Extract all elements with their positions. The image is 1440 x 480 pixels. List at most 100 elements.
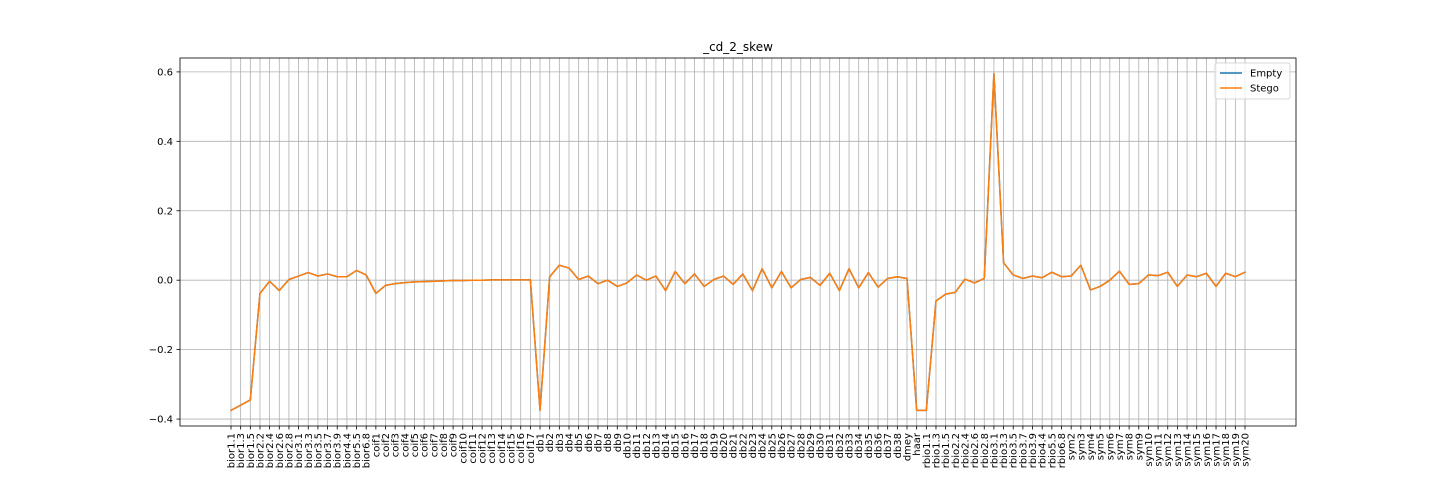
legend: Empty Stego — [1214, 62, 1291, 100]
x-tick-label: coif4 — [400, 433, 411, 457]
x-tick-label: haar — [912, 432, 923, 456]
y-tick-label: 0.2 — [157, 206, 173, 217]
legend-label-stego: Stego — [1250, 84, 1279, 95]
x-tick-label: db26 — [777, 433, 788, 458]
x-tick-label: rbio3.3 — [999, 433, 1010, 468]
x-tick-label: db19 — [709, 433, 720, 458]
x-tick-label: sym2 — [1067, 433, 1078, 460]
x-tick-label: db12 — [642, 433, 653, 458]
y-tick-label: −0.4 — [149, 415, 173, 426]
x-tick-label: db27 — [787, 433, 798, 458]
x-tick-label: rbio1.3 — [931, 433, 942, 468]
x-tick-label: db13 — [651, 433, 662, 458]
grid — [180, 58, 1296, 426]
x-tick-label: bior3.7 — [323, 433, 334, 468]
x-tick-label: db18 — [700, 433, 711, 458]
x-tick-label: sym10 — [1144, 433, 1155, 467]
y-tick-label: −0.2 — [149, 345, 173, 356]
x-tick-label: coif9 — [449, 433, 460, 457]
x-tick-label: coif11 — [468, 433, 479, 464]
x-tick-label: db25 — [767, 433, 778, 458]
x-tick-label: sym16 — [1202, 433, 1213, 467]
x-tick-label: db21 — [729, 433, 740, 458]
y-axis: −0.4 −0.2 0.0 0.2 0.4 0.6 — [149, 67, 180, 426]
x-tick-label: coif1 — [371, 433, 382, 457]
x-tick-label: db23 — [748, 433, 759, 458]
x-tick-label: coif12 — [478, 433, 489, 464]
x-tick-label: sym20 — [1241, 433, 1252, 467]
x-tick-label: coif8 — [439, 433, 450, 457]
x-tick-label: db22 — [738, 433, 749, 458]
x-tick-label: db4 — [565, 433, 576, 452]
x-tick-label: db35 — [864, 433, 875, 458]
legend-box — [1214, 62, 1291, 100]
x-tick-label: coif17 — [526, 433, 537, 464]
x-tick-label: rbio3.5 — [1009, 433, 1020, 468]
x-tick-label: db16 — [680, 433, 691, 458]
x-tick-label: db8 — [603, 433, 614, 452]
x-tick-label: sym5 — [1096, 433, 1107, 460]
x-tick-label: rbio1.1 — [922, 433, 933, 468]
x-tick-label: db11 — [632, 433, 643, 458]
x-tick-label: sym4 — [1086, 433, 1097, 460]
x-tick-label: bior2.4 — [265, 433, 276, 468]
x-tick-label: coif2 — [381, 433, 392, 457]
series-lines — [229, 72, 1246, 412]
x-tick-label: db33 — [845, 433, 856, 458]
x-tick-label: rbio1.5 — [941, 433, 952, 468]
x-tick-label: rbio3.1 — [989, 433, 1000, 468]
x-tick-label: sym6 — [1105, 433, 1116, 460]
x-tick-label: sym11 — [1154, 433, 1165, 467]
x-tick-label: sym17 — [1212, 433, 1223, 467]
x-tick-label: dmey — [903, 433, 914, 461]
x-tick-label: coif7 — [429, 433, 440, 457]
x-tick-label: coif14 — [497, 433, 508, 464]
x-tick-label: coif16 — [516, 433, 527, 464]
x-tick-label: rbio5.5 — [1047, 433, 1058, 468]
x-tick-label: db24 — [758, 433, 769, 458]
x-tick-label: bior2.8 — [284, 433, 295, 468]
x-tick-label: db32 — [835, 433, 846, 458]
x-tick-label: bior3.9 — [333, 433, 344, 468]
x-tick-label: bior3.3 — [304, 433, 315, 468]
x-tick-label: sym3 — [1076, 433, 1087, 460]
series-line-stego — [229, 72, 1246, 412]
x-tick-label: db10 — [622, 433, 633, 458]
x-tick-label: db28 — [796, 433, 807, 458]
x-tick-label: coif15 — [507, 433, 518, 464]
x-tick-label: rbio4.4 — [1038, 433, 1049, 468]
x-tick-label: rbio6.8 — [1057, 433, 1068, 468]
chart-title: _cd_2_skew — [702, 40, 773, 54]
x-tick-label: coif6 — [420, 433, 431, 457]
x-tick-label: db36 — [874, 433, 885, 458]
x-tick-label: bior1.5 — [246, 433, 257, 468]
x-tick-label: sym7 — [1115, 433, 1126, 460]
x-tick-label: sym14 — [1183, 433, 1194, 467]
x-tick-label: db34 — [854, 433, 865, 458]
x-tick-label: coif13 — [487, 433, 498, 464]
x-tick-label: bior3.5 — [313, 433, 324, 468]
y-tick-label: 0.6 — [157, 67, 173, 78]
x-tick-label: sym19 — [1231, 433, 1242, 467]
x-tick-label: rbio3.9 — [1028, 433, 1039, 468]
x-tick-label: db37 — [883, 433, 894, 458]
x-tick-label: bior6.8 — [362, 433, 373, 468]
y-tick-label: 0.4 — [157, 137, 173, 148]
x-tick-label: bior3.1 — [294, 433, 305, 468]
x-tick-label: coif3 — [391, 433, 402, 457]
x-axis: bior1.1bior1.3bior1.5bior2.2bior2.4bior2… — [227, 426, 1252, 468]
x-tick-label: db20 — [719, 433, 730, 458]
x-tick-label: db15 — [671, 433, 682, 458]
x-tick-label: db14 — [661, 433, 672, 458]
x-tick-label: rbio2.6 — [970, 433, 981, 468]
y-tick-label: 0.0 — [157, 276, 173, 287]
x-tick-label: rbio2.8 — [980, 433, 991, 468]
x-tick-label: db1 — [536, 433, 547, 452]
x-tick-label: db5 — [574, 433, 585, 452]
x-tick-label: bior4.4 — [342, 433, 353, 468]
x-tick-label: db2 — [545, 433, 556, 452]
x-tick-label: db29 — [806, 433, 817, 458]
x-tick-label: rbio3.7 — [1018, 433, 1029, 468]
x-tick-label: bior1.1 — [227, 433, 238, 468]
